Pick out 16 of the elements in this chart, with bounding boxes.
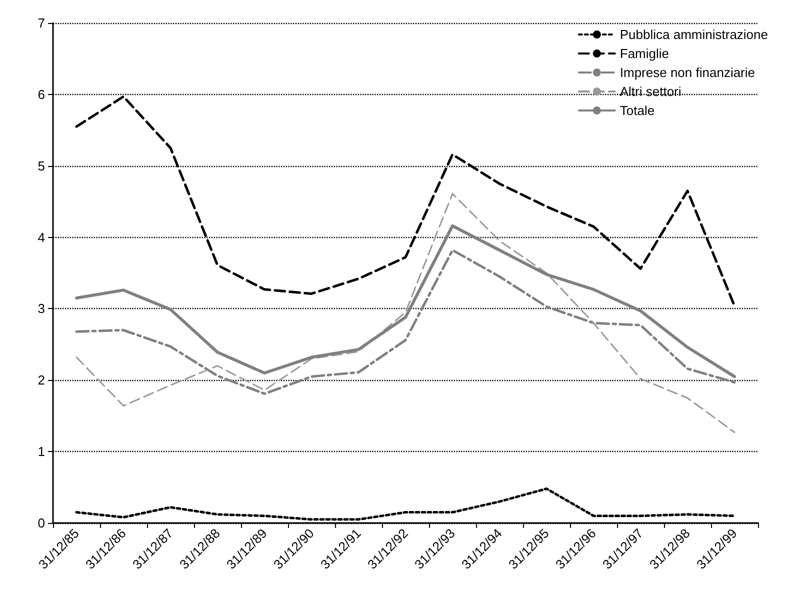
y-tick-label: 5 <box>38 158 45 174</box>
legend-label: Pubblica amministrazione <box>620 27 768 42</box>
legend-label: Totale <box>620 103 655 118</box>
line-series <box>75 224 736 378</box>
y-tick-label: 1 <box>38 444 45 460</box>
line-series <box>75 487 736 521</box>
line-series <box>76 192 736 434</box>
y-tick-label: 2 <box>38 372 45 388</box>
y-tick-label: 7 <box>38 16 45 30</box>
y-tick-label: 3 <box>38 301 45 316</box>
y-tick-label: 4 <box>38 230 45 245</box>
legend-label: Famiglie <box>620 46 669 61</box>
y-tick-label: 0 <box>38 516 45 530</box>
line-series <box>75 248 736 395</box>
legend-label: Imprese non finanziarie <box>620 65 756 80</box>
y-tick-label: 6 <box>38 86 45 102</box>
